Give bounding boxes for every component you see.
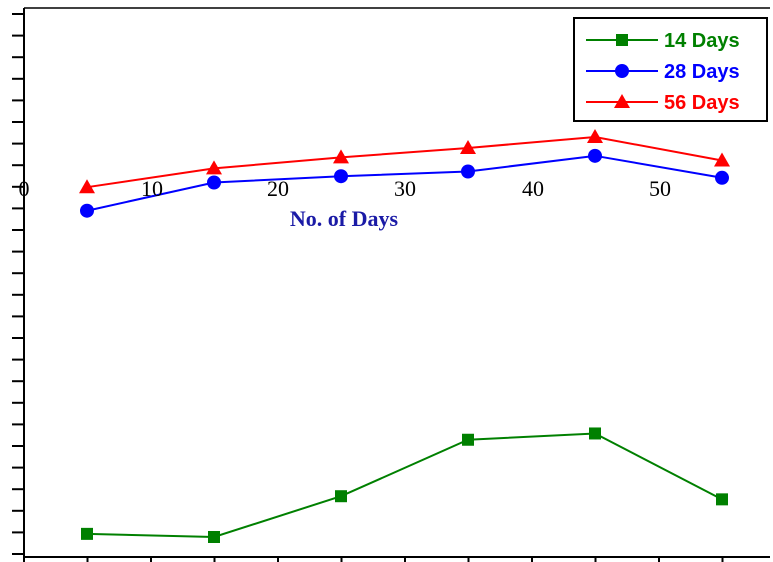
data-point-56-days [206,160,222,175]
tick-labels: 0 10 20 30 40 50 [19,176,672,201]
series-14-days [81,427,728,543]
data-point-14-days [589,427,601,440]
legend-label-14-days: 14 Days [664,30,740,52]
legend-item-14-days: 14 Days [586,30,740,52]
data-point-28-days [715,170,729,185]
axes [12,7,770,562]
legend-item-28-days: 28 Days [586,61,740,83]
x-tick-label: 30 [394,176,416,201]
x-tick-label: 0 [19,176,30,201]
legend-item-56-days: 56 Days [586,92,740,114]
x-tick-label: 10 [141,176,163,201]
legend-marker-56-days [614,94,630,108]
data-point-14-days [81,527,93,540]
series-28-days [80,148,729,218]
data-point-56-days [333,149,349,164]
legend: 14 Days 28 Days 56 Days [573,17,768,122]
legend-marker-14-days [616,34,628,46]
x-axis-title: No. of Days [290,206,399,231]
data-point-28-days [207,175,221,190]
legend-marker-28-days [615,64,629,78]
series-line-56-days [86,135,723,189]
data-point-56-days [714,152,730,167]
data-point-14-days [335,490,347,503]
data-point-56-days [79,179,95,194]
x-tick-label: 20 [267,176,289,201]
data-point-28-days [80,203,94,218]
data-point-28-days [588,148,602,163]
legend-label-56-days: 56 Days [664,92,740,114]
x-tick-label: 50 [649,176,671,201]
series-line-14-days [86,432,723,539]
legend-box [573,17,768,122]
data-point-14-days [208,531,220,543]
data-point-28-days [461,164,475,179]
series-group [79,129,730,543]
data-point-14-days [716,493,728,506]
series-56-days [79,129,730,194]
x-tick-label: 40 [522,176,544,201]
data-point-28-days [334,169,348,184]
data-point-14-days [462,433,474,446]
data-point-56-days [460,139,476,154]
legend-label-28-days: 28 Days [664,61,740,83]
series-line-28-days [86,154,723,212]
data-point-56-days [587,129,603,143]
